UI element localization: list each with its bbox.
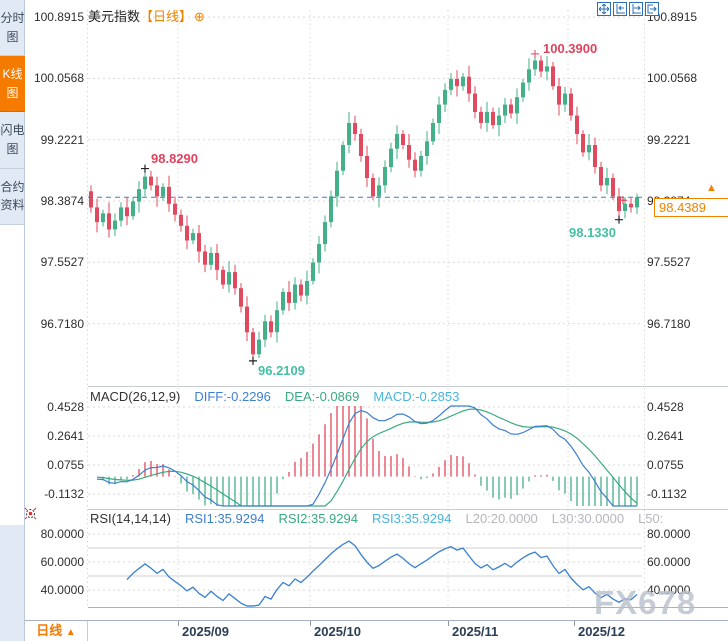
rsi-axis-label: 60.0000 xyxy=(647,555,691,569)
rsi2-value: RSI2:35.9294 xyxy=(278,511,358,526)
price-axis-label: 99.2221 xyxy=(647,133,691,147)
annotation-peak-high: 100.3900 xyxy=(543,40,598,56)
x-axis-label: 2025/10 xyxy=(314,624,361,639)
macd-value: MACD:-0.2853 xyxy=(373,389,460,404)
price-axis-label: 100.0568 xyxy=(33,71,84,85)
price-axis-label: 100.0568 xyxy=(647,71,698,85)
sidebar-tab-timeline[interactable]: 分时图 xyxy=(0,0,25,57)
annotation-recent-low: 98.1330 xyxy=(569,224,616,240)
x-axis-label: 2025/09 xyxy=(182,624,229,639)
period-selector[interactable]: 日线 ▲ xyxy=(25,621,88,641)
rsi-axis-label: 40.0000 xyxy=(647,583,691,597)
chart-toolbar xyxy=(597,2,659,16)
macd-axis-label: 0.0755 xyxy=(47,458,84,472)
price-up-arrow-icon: ▲ xyxy=(706,182,717,194)
rsi-axis-label: 60.0000 xyxy=(40,555,84,569)
rsi-axis-label: 40.0000 xyxy=(40,583,84,597)
symbol-name: 美元指数 xyxy=(88,9,141,24)
sidebar-tab-contract-info[interactable]: 合约资料 xyxy=(0,169,25,225)
price-axis-label: 96.7180 xyxy=(647,317,691,331)
month-tick xyxy=(448,621,449,626)
indicator-settings-icon[interactable] xyxy=(24,507,37,520)
price-axis-label: 100.8915 xyxy=(647,10,698,24)
annotation-swing-low: 96.2109 xyxy=(258,362,305,378)
price-axis-label: 96.7180 xyxy=(40,317,84,331)
rsi-header: RSI(14,14,14) RSI1:35.9294 RSI2:35.9294 RSI… xyxy=(90,511,677,526)
macd-header: MACD(26,12,9) DIFF:-0.2296 DEA:-0.0869 MACD… xyxy=(90,389,473,404)
rsi-axis-label: 80.0000 xyxy=(40,527,84,541)
crosshair-icon[interactable] xyxy=(597,2,611,16)
chevron-up-icon: ▲ xyxy=(65,627,76,638)
price-axis-label: 97.5527 xyxy=(647,255,691,269)
macd-axis-label: 0.2641 xyxy=(647,429,684,443)
time-axis-bar: 日线 ▲ 2025/09 2025/10 2025/11 2025/12 xyxy=(25,620,728,641)
x-axis-label: 2025/12 xyxy=(578,624,625,639)
period-tag: 【日线】 xyxy=(140,9,193,24)
annotation-swing-high: 98.8290 xyxy=(151,150,198,166)
macd-axis-label: -0.1132 xyxy=(647,487,687,501)
macd-dea-value: DEA:-0.0869 xyxy=(284,389,360,404)
month-tick xyxy=(574,621,575,626)
rsi-l20-value: L20:20.0000 xyxy=(465,511,538,526)
month-tick xyxy=(178,621,179,626)
rsi-axis-label: 80.0000 xyxy=(647,527,691,541)
rsi-title[interactable]: RSI(14,14,14) xyxy=(90,511,171,526)
price-axis-label: 99.2221 xyxy=(40,133,84,147)
sidebar: 分时图 K线图 闪电图 合约资料 xyxy=(0,0,25,641)
macd-axis-label: 0.4528 xyxy=(47,400,84,414)
rsi3-value: RSI3:35.9294 xyxy=(371,511,452,526)
macd-axis-label: 0.4528 xyxy=(647,400,684,414)
rsi-l30-value: L30:30.0000 xyxy=(551,511,625,526)
macd-diff-value: DIFF:-0.2296 xyxy=(194,389,271,404)
sidebar-empty-area xyxy=(0,224,24,525)
macd-axis-label: 0.0755 xyxy=(647,458,684,472)
chart-title: 美元指数【日线】 ⊕ xyxy=(88,6,205,25)
price-axis-label: 97.5527 xyxy=(40,255,84,269)
compress-axis-icon[interactable] xyxy=(613,2,627,16)
expand-axis-icon[interactable] xyxy=(629,2,643,16)
current-price-badge: 98.4389 xyxy=(654,198,728,217)
sidebar-tab-lightning[interactable]: 闪电图 xyxy=(0,112,25,169)
price-axis-label: 100.8915 xyxy=(33,10,84,24)
macd-axis-label: -0.1132 xyxy=(44,487,84,501)
x-axis-label: 2025/11 xyxy=(452,624,499,639)
pan-right-icon[interactable] xyxy=(645,2,659,16)
add-indicator-icon[interactable]: ⊕ xyxy=(194,9,205,24)
sidebar-tab-candlestick[interactable]: K线图 xyxy=(0,56,25,113)
period-label: 日线 xyxy=(36,623,63,638)
price-axis-label: 98.3874 xyxy=(40,194,84,208)
macd-axis-label: 0.2641 xyxy=(47,429,84,443)
macd-title[interactable]: MACD(26,12,9) xyxy=(90,389,181,404)
rsi1-value: RSI1:35.9294 xyxy=(184,511,265,526)
rsi-l50-value: L50: xyxy=(638,511,664,526)
month-tick xyxy=(310,621,311,626)
